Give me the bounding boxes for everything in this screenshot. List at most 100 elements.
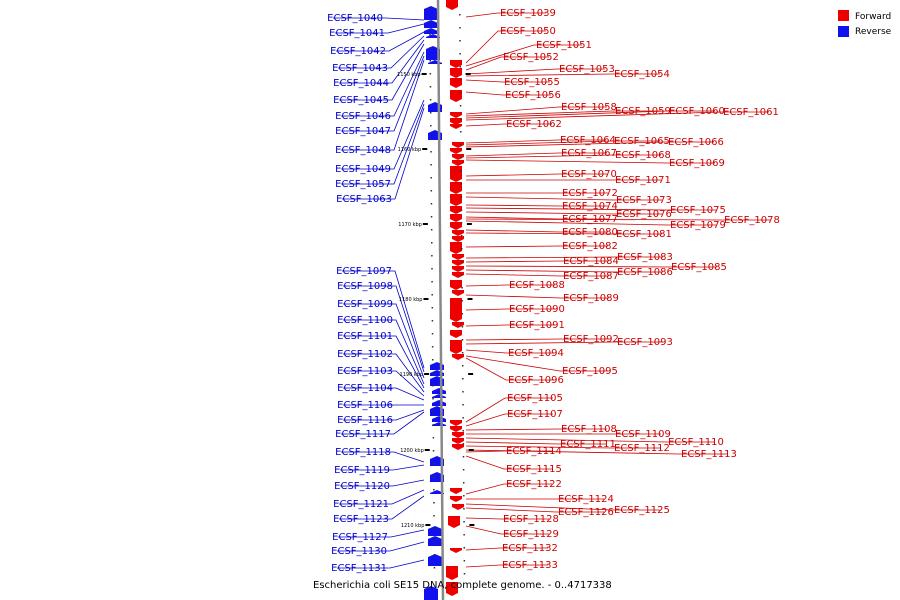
reverse-gene-label: ECSF_1100 [337, 315, 393, 326]
backbone-dot [431, 294, 433, 296]
forward-gene-label: ECSF_1062 [506, 119, 562, 130]
forward-gene-block [450, 420, 462, 426]
forward-gene-block [452, 504, 464, 510]
forward-label-connector [465, 207, 716, 211]
backbone-dot [431, 242, 433, 244]
reverse-gene-block [432, 394, 446, 398]
forward-gene-label: ECSF_1050 [500, 26, 556, 37]
forward-gene-label: ECSF_1126 [558, 507, 614, 518]
backbone-dot [463, 495, 465, 497]
reverse-gene-label: ECSF_1118 [335, 447, 391, 458]
forward-gene-block [450, 194, 462, 206]
forward-gene-block [446, 582, 458, 596]
backbone-dot [461, 313, 464, 315]
tick-label: 1210 kbp [401, 523, 425, 529]
forward-label-connector [465, 30, 546, 64]
forward-gene-block [452, 260, 464, 266]
forward-gene-label: ECSF_1069 [669, 158, 725, 169]
backbone-dot [462, 417, 464, 419]
reverse-label-connector [343, 285, 425, 373]
reverse-label-connector [343, 370, 425, 397]
backbone-dot [459, 53, 461, 55]
forward-gene-label: ECSF_1108 [561, 424, 617, 435]
backbone-dot [430, 177, 432, 179]
backbone-dot [432, 476, 435, 478]
reverse-gene-label: ECSF_1130 [331, 546, 387, 557]
position-ticks: 1150 kbp 1160 kbp 1170 kbp 1180 kbp 1190 kbp… [397, 72, 475, 529]
forward-label-connector [465, 12, 546, 18]
forward-label-connector [465, 220, 716, 226]
backbone-dot [459, 79, 462, 81]
backbone-dot [463, 573, 466, 575]
reverse-gene-label: ECSF_1117 [335, 429, 391, 440]
reverse-gene-label: ECSF_1042 [330, 46, 386, 57]
forward-gene-label: ECSF_1084 [563, 256, 619, 267]
reverse-gene-block [432, 422, 446, 426]
forward-gene-label: ECSF_1083 [617, 252, 673, 263]
forward-gene-label: ECSF_1065 [614, 136, 670, 147]
tick-mark [425, 524, 431, 526]
forward-label-connector [465, 294, 609, 299]
forward-label-connector [465, 525, 549, 535]
forward-gene-label: ECSF_1115 [506, 464, 562, 475]
backbone-dot [429, 112, 432, 114]
forward-label-connector [465, 445, 660, 449]
forward-label-connector [465, 338, 609, 341]
reverse-gene-label: ECSF_1102 [337, 349, 393, 360]
backbone-dot [430, 190, 433, 192]
forward-gene-label: ECSF_1056 [505, 90, 561, 101]
reverse-gene-label: ECSF_1101 [337, 331, 393, 342]
forward-gene-block [452, 272, 464, 278]
reverse-gene-block [426, 34, 440, 38]
forward-gene-label: ECSF_1133 [502, 560, 558, 571]
forward-label-connector [465, 507, 604, 513]
forward-label-connector [465, 245, 608, 248]
reverse-label-connector [340, 464, 425, 471]
forward-label-connector [465, 349, 554, 354]
reverse-gene-label: ECSF_1040 [327, 13, 383, 24]
legend-reverse-label: Reverse [855, 27, 892, 37]
forward-gene-label: ECSF_1053 [559, 64, 615, 75]
legend: Forward Reverse [838, 10, 892, 37]
forward-gene-block [452, 254, 464, 260]
reverse-gene-label: ECSF_1047 [335, 126, 391, 137]
reverse-label-connector [337, 541, 425, 552]
forward-gene-label: ECSF_1092 [563, 334, 619, 345]
forward-gene-block [450, 222, 462, 230]
backbone-dot [429, 34, 431, 36]
backbone-dot [462, 391, 464, 393]
forward-gene-block [452, 438, 464, 444]
backbone-dot [430, 216, 433, 218]
backbone-dot [463, 521, 465, 523]
reverse-label-connector [340, 479, 425, 487]
backbone-dot [433, 541, 436, 543]
forward-gene-label: ECSF_1129 [503, 529, 559, 540]
tick-mark [424, 449, 430, 451]
backbone-dot [430, 203, 433, 205]
backbone-dot [431, 281, 433, 283]
backbone-dot [433, 554, 436, 556]
forward-label-connector [465, 483, 552, 495]
reverse-gene-label: ECSF_1123 [333, 514, 389, 525]
reverse-gene-label: ECSF_1103 [337, 366, 393, 377]
backbone-dot [459, 118, 462, 120]
forward-gene-block [450, 118, 462, 125]
forward-gene-label: ECSF_1080 [562, 227, 618, 238]
legend-forward-label: Forward [855, 12, 891, 22]
forward-gene-label: ECSF_1075 [670, 205, 726, 216]
forward-gene-block [450, 60, 462, 68]
reverse-gene-label: ECSF_1045 [333, 95, 389, 106]
forward-label-connector [465, 517, 549, 520]
forward-gene-label: ECSF_1052 [503, 52, 559, 63]
forward-label-connector [465, 196, 662, 201]
backbone-dot [432, 385, 434, 387]
forward-label-connector [465, 56, 549, 71]
forward-gene-label: ECSF_1058 [561, 102, 617, 113]
forward-gene-label: ECSF_1073 [616, 195, 672, 206]
forward-gene-label: ECSF_1095 [562, 366, 618, 377]
reverse-label-connector [338, 529, 425, 538]
reverse-gene-block [424, 20, 438, 28]
backbone-dot [433, 515, 435, 517]
forward-gene-block [450, 214, 462, 222]
forward-gene-block [452, 236, 464, 242]
